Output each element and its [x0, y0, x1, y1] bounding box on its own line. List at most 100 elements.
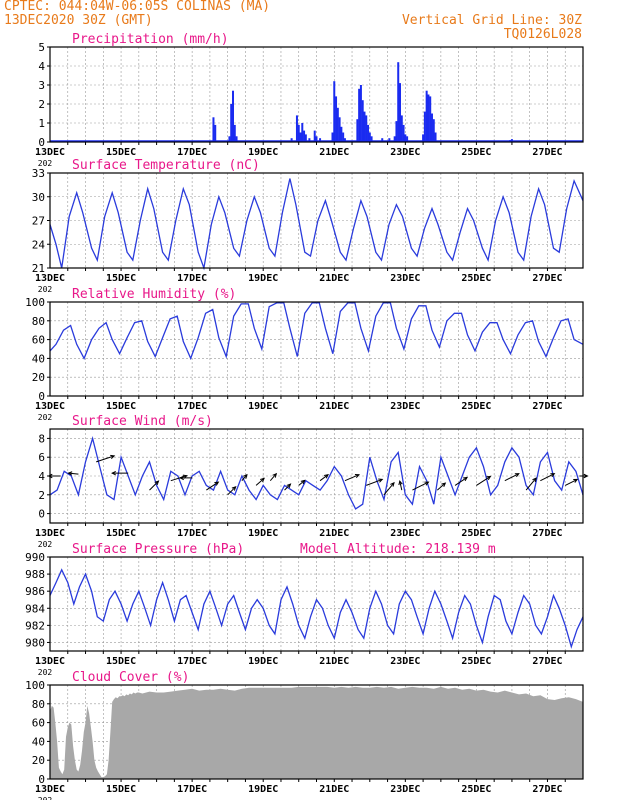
wind-arrow: [412, 481, 430, 491]
wind-arrow: [565, 478, 579, 486]
wind-year-label: 202: [38, 540, 53, 549]
precip-bar: [342, 132, 345, 142]
temp-year-label: 202: [38, 285, 53, 294]
rh-year-label: 202: [38, 413, 53, 422]
temp-xtick-label: 17DEC: [177, 273, 207, 284]
precip-xtick-label: 15DEC: [106, 147, 136, 158]
wind-arrow-shaft: [383, 482, 395, 496]
press-ytick-label: 980: [25, 636, 45, 649]
header-station: CPTEC: 044:04W-06:05S COLINAS (MA): [4, 0, 271, 14]
press-ytick-label: 986: [25, 585, 45, 598]
cloud-ytick-label: 60: [32, 717, 45, 730]
precip-bar: [214, 124, 217, 142]
wind-arrow: [241, 473, 248, 482]
precip-bar: [427, 94, 430, 142]
cloud-xtick-label: 19DEC: [248, 784, 278, 795]
wind-series-line: [49, 435, 584, 510]
wind-arrow-head: [390, 481, 395, 487]
wind-arrow-head: [583, 473, 589, 479]
wind-xtick-label: 13DEC: [35, 528, 65, 539]
cloud-ytick-label: 40: [32, 735, 45, 748]
wind-arrow-head: [231, 485, 237, 491]
precip-bar: [368, 132, 371, 142]
wind-arrow: [269, 472, 278, 482]
press-extra-label: Model Altitude: 218.139 m: [300, 542, 496, 557]
press-xtick-label: 23DEC: [390, 656, 420, 667]
precip-bar: [361, 100, 364, 142]
cloud-panel: 0 20 40 60 80 100 13DEC 15DEC 17DEC 19DEC 21DEC 23D…: [25, 670, 584, 800]
temp-panel: 21 24 27 30 33 13DEC 15DEC 17DEC 19DEC 21DEC 23DEC…: [32, 158, 584, 294]
wind-title: Surface Wind (m/s): [72, 414, 213, 429]
wind-arrow: [67, 471, 79, 476]
precip-title: Precipitation (mm/h): [72, 32, 229, 47]
precip-bar: [228, 136, 231, 142]
wind-arrow: [383, 481, 395, 496]
precip-xtick-label: 23DEC: [390, 147, 420, 158]
precip-bar: [304, 134, 307, 142]
wind-arrow-head: [214, 481, 220, 486]
wind-arrow-head: [272, 472, 278, 478]
precip-bar: [333, 81, 336, 142]
wind-arrow-head: [514, 473, 520, 478]
wind-arrow-shaft: [241, 474, 248, 482]
precip-bar: [295, 115, 298, 142]
wind-arrow-head: [441, 482, 447, 487]
precip-bar: [319, 138, 322, 142]
press-ytick-label: 984: [25, 602, 45, 615]
wind-xtick-label: 23DEC: [390, 528, 420, 539]
rh-xtick-label: 23DEC: [390, 401, 420, 412]
precip-bar: [399, 83, 402, 142]
precip-bar: [313, 130, 316, 142]
rh-xtick-label: 19DEC: [248, 401, 278, 412]
wind-arrow-head: [398, 479, 403, 486]
wind-arrow: [255, 477, 265, 486]
cloud-xtick-label: 13DEC: [35, 784, 65, 795]
precip-ytick-label: 2: [38, 98, 45, 111]
wind-ytick-label: 0: [38, 508, 45, 521]
precip-ytick-label: 4: [38, 60, 45, 73]
rh-ytick-label: 60: [32, 334, 45, 347]
wind-arrow-head: [424, 481, 430, 486]
precip-bar: [301, 123, 304, 142]
press-ytick-label: 982: [25, 619, 45, 632]
wind-arrow: [284, 483, 292, 491]
temp-xtick-label: 15DEC: [106, 273, 136, 284]
temp-ytick-label: 30: [32, 191, 45, 204]
wind-xtick-label: 19DEC: [248, 528, 278, 539]
header-grid-note: Vertical Grid Line: 30Z: [401, 13, 582, 28]
precip-bar: [404, 134, 407, 142]
precip-xtick-label: 21DEC: [319, 147, 349, 158]
precip-xtick-label: 27DEC: [532, 147, 562, 158]
press-xtick-label: 21DEC: [319, 656, 349, 667]
rh-panel: 0 20 40 60 80 100 13DEC 15DEC 17DEC 19DEC 21DEC 23D…: [25, 287, 584, 422]
wind-arrow-head: [154, 480, 160, 486]
temp-series-line: [49, 178, 584, 271]
precip-xtick-label: 17DEC: [177, 147, 207, 158]
rh-xtick-label: 21DEC: [319, 401, 349, 412]
press-year-label: 202: [38, 668, 53, 677]
precip-bar: [432, 119, 435, 142]
temp-xtick-label: 23DEC: [390, 273, 420, 284]
wind-xtick-label: 21DEC: [319, 528, 349, 539]
press-xtick-label: 13DEC: [35, 656, 65, 667]
wind-arrow-head: [573, 478, 579, 483]
wind-arrow: [540, 473, 556, 482]
rh-xtick-label: 27DEC: [532, 401, 562, 412]
precip-bar: [233, 124, 236, 142]
rh-ytick-label: 100: [25, 296, 45, 309]
rh-xtick-label: 15DEC: [106, 401, 136, 412]
cloud-ytick-label: 20: [32, 754, 45, 767]
temp-ytick-label: 33: [32, 167, 45, 180]
wind-arrow: [344, 474, 360, 482]
precip-ytick-label: 0: [38, 136, 45, 149]
precip-bar: [393, 136, 396, 142]
precip-bar: [297, 124, 300, 142]
rh-ytick-label: 20: [32, 371, 45, 384]
wind-arrow-head: [486, 475, 492, 481]
wind-arrow: [178, 475, 193, 481]
precip-bar: [331, 132, 334, 142]
precip-bar: [402, 124, 405, 142]
wind-xtick-label: 17DEC: [177, 528, 207, 539]
wind-arrow-shaft: [284, 483, 291, 491]
precip-bar: [388, 138, 391, 142]
